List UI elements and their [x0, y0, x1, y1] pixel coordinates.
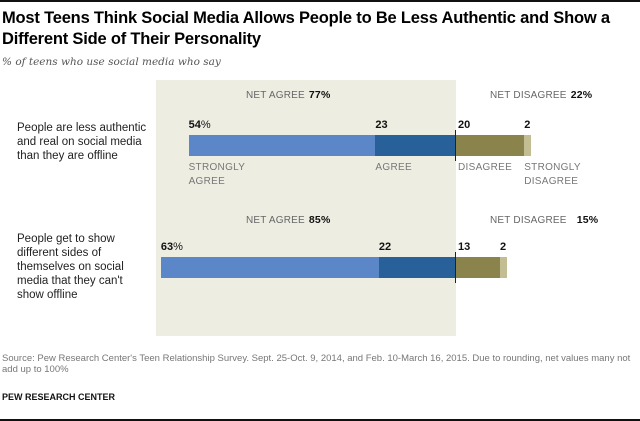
category-label-agree: AGREE — [375, 162, 412, 173]
value-label-agree: 22 — [378, 241, 392, 253]
bar-segment-agree — [375, 135, 455, 156]
bottom-rule — [0, 419, 640, 421]
zero-line — [455, 130, 456, 161]
category-label-disagree: DISAGREE — [458, 162, 513, 173]
net-disagree-label: NET DISAGREE 22% — [490, 89, 593, 101]
row-label: People are less authentic and real on so… — [17, 122, 147, 162]
value-label-agree: 23 — [375, 119, 388, 131]
percent-sign: % — [200, 119, 211, 131]
value-label-disagree: 20 — [458, 119, 471, 131]
bar-segment-strongly-disagree — [524, 135, 532, 156]
net-disagree-value: 22% — [570, 89, 593, 101]
net-agree-panel — [156, 80, 456, 336]
net-agree-label: NET AGREE 85% — [246, 214, 331, 226]
net-disagree-value: 15% — [576, 214, 599, 226]
percent-sign: % — [173, 241, 183, 253]
category-label-strongly-agree: STRONGLY AGREE — [188, 162, 246, 187]
net-agree-label: NET AGREE 77% — [246, 89, 331, 101]
value-label-strongly-agree: 63% — [160, 241, 183, 253]
net-agree-value: 77% — [308, 89, 331, 101]
bar-segment-disagree — [455, 257, 500, 278]
organization-credit: PEW RESEARCH CENTER — [2, 392, 116, 402]
row-label: People get to show different sides of th… — [17, 233, 124, 301]
value-label-strongly-disagree: 2 — [524, 119, 531, 131]
chart-title: Most Teens Think Social Media Allows Peo… — [2, 9, 610, 48]
value-label-strongly-agree: 54% — [188, 119, 211, 131]
category-label-strongly-disagree: STRONGLY DISAGREE — [524, 162, 581, 187]
bar-segment-strongly-agree — [188, 135, 376, 156]
bar-segment-strongly-agree — [160, 257, 379, 278]
source-note: Source: Pew Research Center's Teen Relat… — [2, 353, 631, 375]
chart-subtitle: % of teens who use social media who say — [2, 56, 221, 68]
net-agree-value: 85% — [308, 214, 331, 226]
top-rule — [0, 0, 640, 2]
bar-segment-agree — [378, 257, 455, 278]
bar-segment-strongly-disagree — [499, 257, 507, 278]
bar-segment-disagree — [455, 135, 525, 156]
value-label-disagree: 13 — [458, 241, 471, 253]
value-label-strongly-disagree: 2 — [499, 241, 507, 253]
zero-line — [455, 252, 456, 283]
net-disagree-label: NET DISAGREE 15% — [490, 214, 599, 226]
